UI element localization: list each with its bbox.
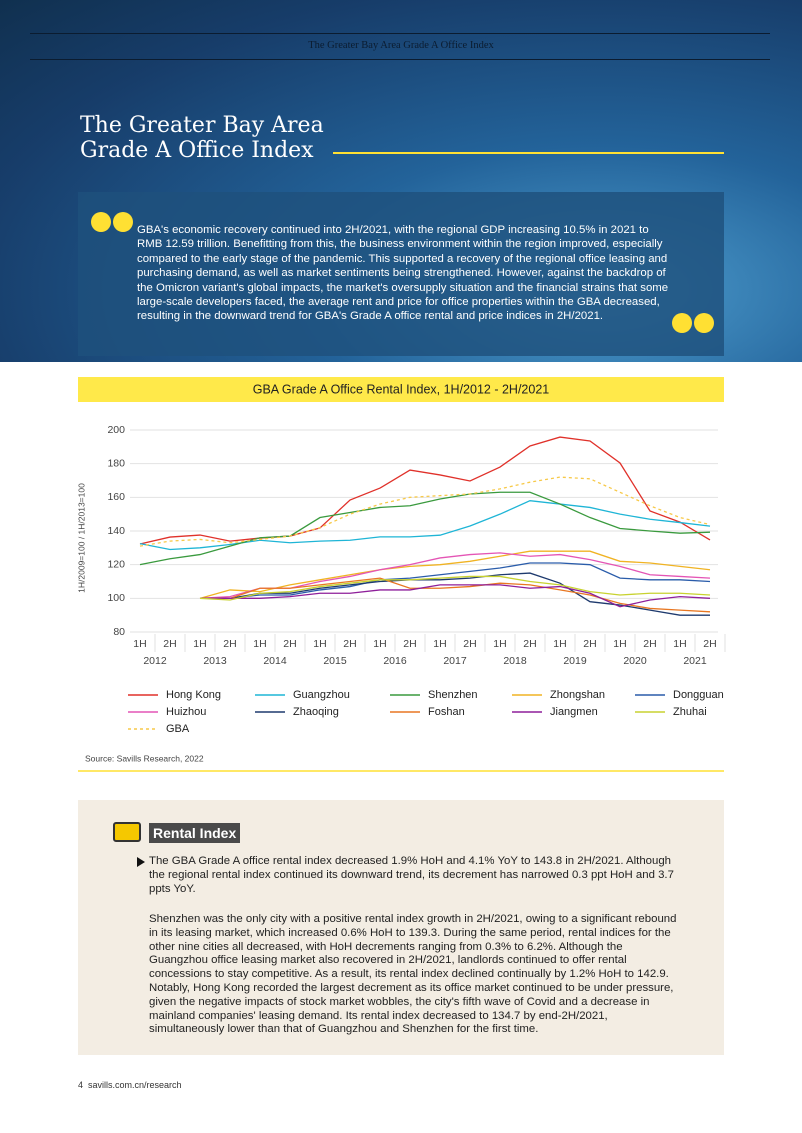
x-group-label: 2012 bbox=[143, 655, 167, 667]
footer: 4 savills.com.cn/research bbox=[78, 1080, 182, 1090]
page-title: Grade A Office Index bbox=[80, 138, 314, 163]
series-line bbox=[139, 500, 711, 551]
y-tick-label: 140 bbox=[107, 525, 125, 537]
x-tick-label: 2H bbox=[223, 638, 236, 650]
footer-url: savills.com.cn/research bbox=[88, 1080, 182, 1090]
quote-mark bbox=[113, 212, 133, 232]
x-tick-label: 2H bbox=[163, 638, 176, 650]
chart: GBA Grade A Office Rental Index, 1H/2012… bbox=[76, 377, 726, 772]
quote-mark bbox=[91, 212, 111, 232]
x-tick-label: 2H bbox=[343, 638, 356, 650]
y-tick-label: 160 bbox=[107, 491, 125, 503]
x-group-label: 2018 bbox=[503, 655, 527, 667]
running-header: The Greater Bay Area Grade A Office Inde… bbox=[308, 40, 494, 51]
paragraph: Shenzhen was the only city with a positi… bbox=[149, 913, 677, 1036]
legend-label: Zhuhai bbox=[673, 706, 707, 718]
series-line bbox=[200, 562, 711, 599]
y-axis-label: 1H/2009=100 / 1H/2013=100 bbox=[76, 483, 86, 593]
x-tick-label: 2H bbox=[583, 638, 596, 650]
x-group-label: 2020 bbox=[623, 655, 647, 667]
x-tick-label: 1H bbox=[373, 638, 386, 650]
quote-mark bbox=[672, 313, 692, 333]
x-tick-label: 1H bbox=[613, 638, 626, 650]
x-group-label: 2021 bbox=[683, 655, 707, 667]
x-tick-label: 2H bbox=[643, 638, 656, 650]
series-line bbox=[139, 476, 711, 547]
y-tick-label: 180 bbox=[107, 457, 125, 469]
rule bbox=[30, 33, 770, 34]
x-group-label: 2015 bbox=[323, 655, 347, 667]
legend-label: Hong Kong bbox=[166, 689, 221, 701]
x-group-label: 2013 bbox=[203, 655, 227, 667]
x-tick-label: 1H bbox=[433, 638, 446, 650]
x-tick-label: 1H bbox=[553, 638, 566, 650]
series-line bbox=[139, 491, 711, 566]
legend-label: Zhongshan bbox=[550, 689, 605, 701]
legend-label: Shenzhen bbox=[428, 689, 478, 701]
legend-label: Guangzhou bbox=[293, 689, 350, 701]
chart-title: GBA Grade A Office Rental Index, 1H/2012… bbox=[253, 382, 550, 396]
y-tick-label: 80 bbox=[113, 626, 125, 638]
quote-box bbox=[78, 192, 724, 356]
x-tick-label: 1H bbox=[133, 638, 146, 650]
series-line bbox=[199, 550, 711, 599]
x-tick-label: 1H bbox=[493, 638, 506, 650]
y-tick-label: 120 bbox=[107, 558, 125, 570]
section-heading: Rental Index bbox=[149, 823, 241, 843]
legend-label: GBA bbox=[166, 723, 190, 735]
legend-label: Zhaoqing bbox=[293, 706, 339, 718]
series-line bbox=[200, 577, 711, 613]
x-tick-label: 2H bbox=[463, 638, 476, 650]
page-title: The Greater Bay Area bbox=[80, 113, 324, 138]
y-tick-label: 200 bbox=[107, 424, 125, 436]
series-line bbox=[199, 552, 711, 599]
legend-label: Foshan bbox=[428, 706, 465, 718]
x-group-label: 2016 bbox=[383, 655, 407, 667]
legend-label: Dongguan bbox=[673, 689, 724, 701]
x-group-label: 2014 bbox=[263, 655, 287, 667]
bullet bbox=[137, 857, 145, 867]
page-number: 4 bbox=[78, 1080, 84, 1090]
x-tick-label: 2H bbox=[523, 638, 536, 650]
chart-title-band bbox=[78, 377, 724, 402]
x-tick-label: 1H bbox=[253, 638, 266, 650]
quote-text: GBA's economic recovery continued into 2… bbox=[137, 224, 669, 323]
x-tick-label: 2H bbox=[703, 638, 716, 650]
title-rule bbox=[333, 152, 724, 154]
x-group-label: 2019 bbox=[563, 655, 587, 667]
x-tick-label: 1H bbox=[193, 638, 206, 650]
money-icon bbox=[113, 822, 141, 842]
x-tick-label: 2H bbox=[283, 638, 296, 650]
y-tick-label: 100 bbox=[107, 592, 125, 604]
paragraph: The GBA Grade A office rental index decr… bbox=[149, 855, 674, 895]
legend-label: Huizhou bbox=[166, 706, 206, 718]
series-line bbox=[139, 436, 711, 545]
series-line bbox=[200, 584, 711, 608]
quote-mark bbox=[694, 313, 714, 333]
x-tick-label: 1H bbox=[673, 638, 686, 650]
x-group-label: 2017 bbox=[443, 655, 467, 667]
legend-label: Jiangmen bbox=[550, 706, 598, 718]
rule bbox=[30, 59, 770, 60]
series-line bbox=[199, 575, 711, 601]
x-tick-label: 2H bbox=[403, 638, 416, 650]
source: Source: Savills Research, 2022 bbox=[85, 753, 204, 763]
x-tick-label: 1H bbox=[313, 638, 326, 650]
